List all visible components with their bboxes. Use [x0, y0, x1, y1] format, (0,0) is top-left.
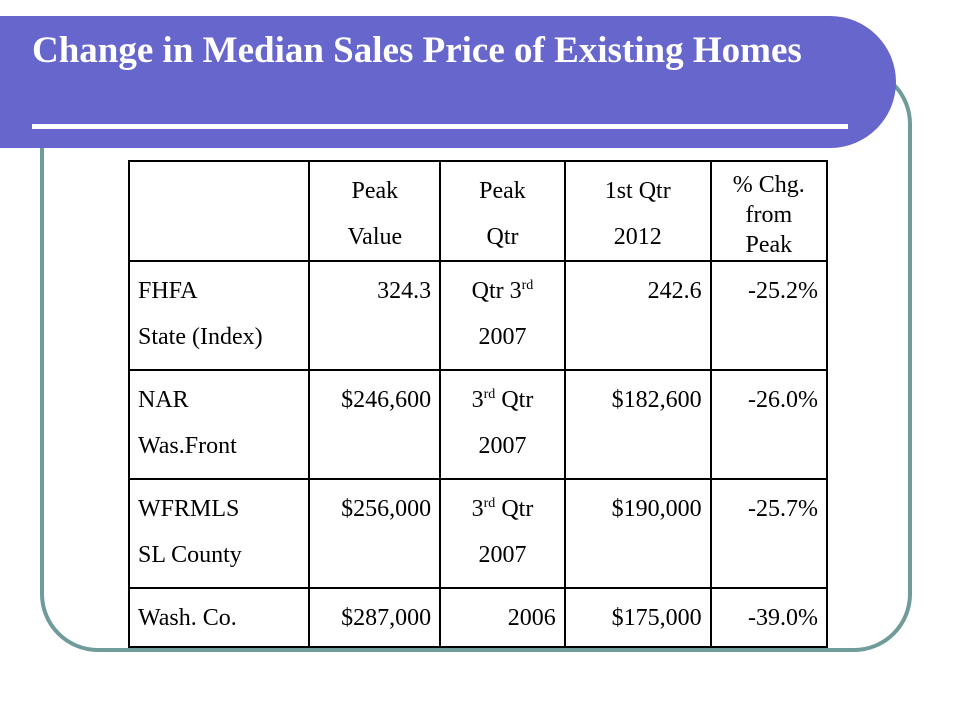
table-row: FHFA State (Index) 324.3 Qtr 3rd 2007 24…: [127, 259, 829, 372]
peak-qtr-line: 3rd Qtr: [449, 486, 556, 532]
row-label: NAR Was.Front: [127, 369, 311, 481]
pct-change-cell: -26.0%: [709, 369, 829, 481]
first-qtr-cell: 242.6: [563, 259, 712, 372]
peak-qtr-cell: 3rd Qtr 2007: [439, 369, 566, 481]
row-label: Wash. Co.: [127, 587, 311, 648]
ordinal-suffix: rd: [521, 278, 534, 293]
pct-change-cell: -25.7%: [709, 478, 829, 590]
peak-qtr-text: 3: [471, 496, 484, 523]
table-row: Wash. Co. $287,000 2006 $175,000 -39.0%: [127, 587, 829, 648]
pct-change-cell: -25.2%: [709, 259, 829, 372]
first-qtr-cell: $175,000: [563, 587, 712, 648]
ordinal-suffix: rd: [483, 496, 496, 512]
peak-qtr-text: 2006: [507, 605, 556, 632]
row-label: WFRMLS SL County: [127, 478, 311, 590]
header-first-qtr: 1st Qtr 2012: [563, 160, 712, 262]
header-peak-value: Peak Value: [308, 160, 442, 262]
peak-value-cell: $287,000: [308, 587, 442, 648]
peak-value-cell: $256,000: [308, 478, 442, 590]
slide-title: Change in Median Sales Price of Existing…: [32, 30, 802, 71]
ordinal-suffix: rd: [483, 387, 496, 403]
table-row: NAR Was.Front $246,600 3rd Qtr 2007 $182…: [127, 369, 829, 481]
row-label-line: SL County: [138, 542, 242, 569]
row-label-line: FHFA: [138, 278, 198, 304]
header-empty-cell: [127, 160, 311, 262]
table-row: WFRMLS SL County $256,000 3rd Qtr 2007 $…: [127, 478, 829, 590]
row-label-line: Wash. Co.: [138, 605, 237, 632]
row-label: FHFA State (Index): [127, 259, 311, 372]
peak-qtr-line: Qtr 3rd: [449, 268, 556, 314]
peak-qtr-line: 2006: [449, 595, 556, 641]
peak-qtr-text: Qtr: [495, 387, 534, 414]
header-text: 1st Qtr: [604, 178, 671, 204]
peak-qtr-cell: 2006: [439, 587, 566, 648]
row-label-line: State (Index): [138, 324, 263, 350]
row-label-line: Was.Front: [138, 433, 237, 460]
peak-value-cell: $246,600: [308, 369, 442, 481]
peak-qtr-text: 3: [471, 387, 484, 414]
peak-qtr-line: 3rd Qtr: [449, 377, 556, 423]
header-text: Qtr: [486, 224, 519, 250]
header-pct-change: % Chg. from Peak: [709, 160, 829, 262]
title-underline: [32, 124, 848, 129]
peak-qtr-year: 2007: [478, 542, 527, 569]
first-qtr-cell: $182,600: [563, 369, 712, 481]
price-table: Peak Value Peak Qtr 1st Qtr 2012 % Chg. …: [127, 160, 829, 648]
peak-value-cell: 324.3: [308, 259, 442, 372]
row-label-line: WFRMLS: [138, 496, 240, 523]
header-text: Peak: [351, 178, 399, 204]
peak-qtr-cell: Qtr 3rd 2007: [439, 259, 566, 372]
header-text: from: [745, 202, 793, 228]
header-text: % Chg.: [732, 172, 805, 198]
row-label-line: NAR: [138, 387, 189, 414]
first-qtr-cell: $190,000: [563, 478, 712, 590]
peak-qtr-cell: 3rd Qtr 2007: [439, 478, 566, 590]
peak-qtr-text: Qtr 3: [471, 278, 522, 304]
pct-change-cell: -39.0%: [709, 587, 829, 648]
header-text: 2012: [613, 224, 662, 250]
peak-qtr-year: 2007: [478, 433, 527, 460]
header-text: Peak: [745, 232, 793, 258]
peak-qtr-text: Qtr: [495, 496, 534, 523]
table-header-row: Peak Value Peak Qtr 1st Qtr 2012 % Chg. …: [127, 160, 829, 262]
peak-qtr-year: 2007: [478, 324, 527, 350]
header-text: Peak: [479, 178, 526, 204]
header-peak-qtr: Peak Qtr: [439, 160, 566, 262]
header-text: Value: [347, 224, 403, 250]
